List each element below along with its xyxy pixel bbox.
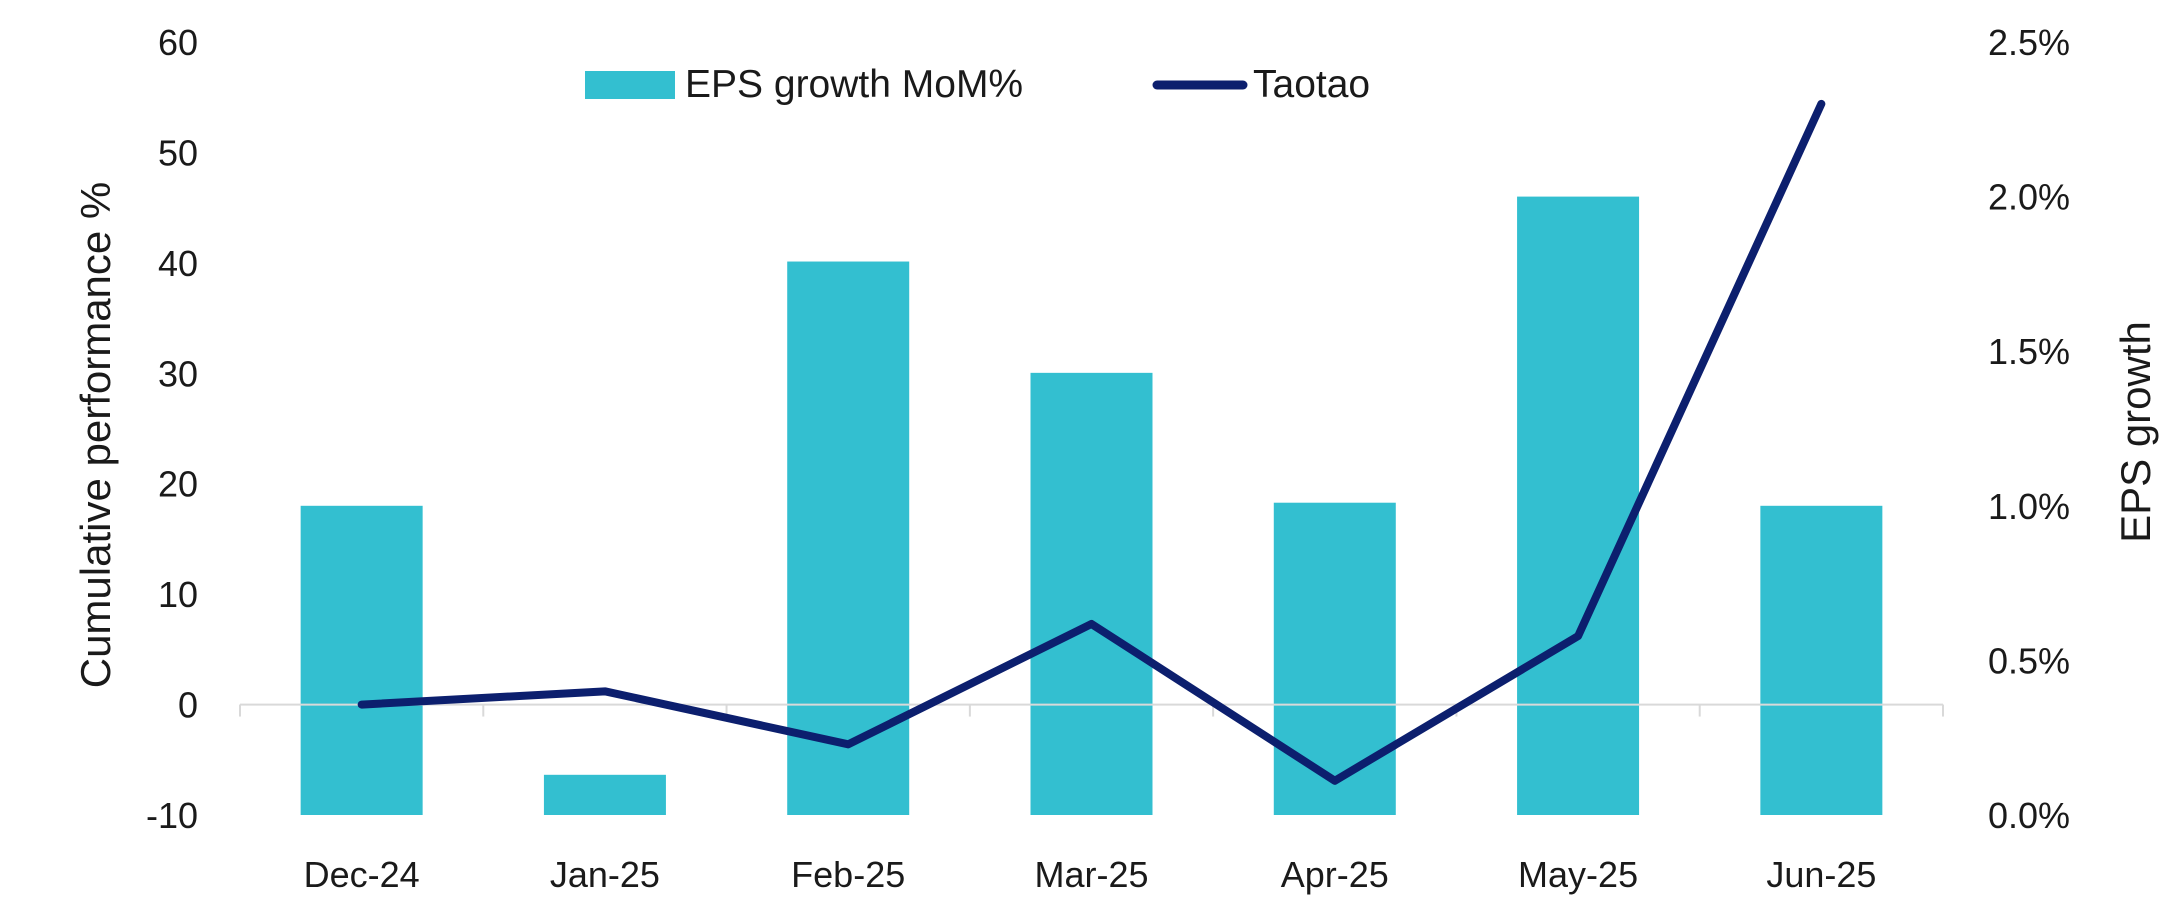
right-tick-label: 1.5% xyxy=(1988,331,2070,372)
right-y-axis-ticks: 2.5% 2.0% 1.5% 1.0% 0.5% 0.0% xyxy=(1988,22,2070,836)
legend: EPS growth MoM% Taotao xyxy=(585,63,1370,106)
taotao-line xyxy=(357,99,1826,785)
bar-dec-24 xyxy=(300,505,423,815)
x-tick-label: Apr-25 xyxy=(1281,854,1389,895)
left-y-axis-ticks: 60 50 40 30 20 10 0 -10 xyxy=(146,22,198,836)
legend-label-taotao: Taotao xyxy=(1253,63,1370,106)
left-tick-label: 0 xyxy=(178,685,198,726)
left-tick-label: 40 xyxy=(158,243,198,284)
right-tick-label: 0.0% xyxy=(1988,795,2070,836)
taotao-line-path xyxy=(357,99,1826,785)
legend-swatch-eps-growth xyxy=(585,71,675,99)
bar-may-25 xyxy=(1517,196,1640,816)
bar-jun-25 xyxy=(1760,505,1883,815)
right-tick-label: 2.5% xyxy=(1988,22,2070,63)
left-tick-label: 30 xyxy=(158,353,198,394)
left-axis-title: Cumulative performance % xyxy=(72,182,119,689)
x-axis-ticks: Dec-24 Jan-25 Feb-25 Mar-25 Apr-25 May-25 Jun-… xyxy=(304,854,1877,895)
right-tick-label: 1.0% xyxy=(1988,486,2070,527)
x-tick-label: Feb-25 xyxy=(791,854,905,895)
legend-label-eps-growth: EPS growth MoM% xyxy=(685,63,1023,106)
x-axis xyxy=(239,703,1944,717)
bar-apr-25 xyxy=(1273,502,1396,815)
left-tick-label: 60 xyxy=(158,22,198,63)
x-tick-label: Dec-24 xyxy=(304,854,420,895)
left-tick-label: 10 xyxy=(158,574,198,615)
left-tick-label: 20 xyxy=(158,464,198,505)
right-axis-title: EPS growth xyxy=(2112,321,2159,543)
x-tick-label: May-25 xyxy=(1518,854,1638,895)
bar-mar-25 xyxy=(1030,372,1153,815)
right-tick-label: 0.5% xyxy=(1988,640,2070,681)
x-tick-label: Jan-25 xyxy=(550,854,660,895)
eps-growth-bars xyxy=(300,196,1883,816)
left-tick-label: 50 xyxy=(158,132,198,173)
bar-jan-25 xyxy=(543,774,666,815)
x-tick-label: Mar-25 xyxy=(1034,854,1148,895)
right-tick-label: 2.0% xyxy=(1988,177,2070,218)
left-tick-label: -10 xyxy=(146,795,198,836)
x-tick-label: Jun-25 xyxy=(1766,854,1876,895)
